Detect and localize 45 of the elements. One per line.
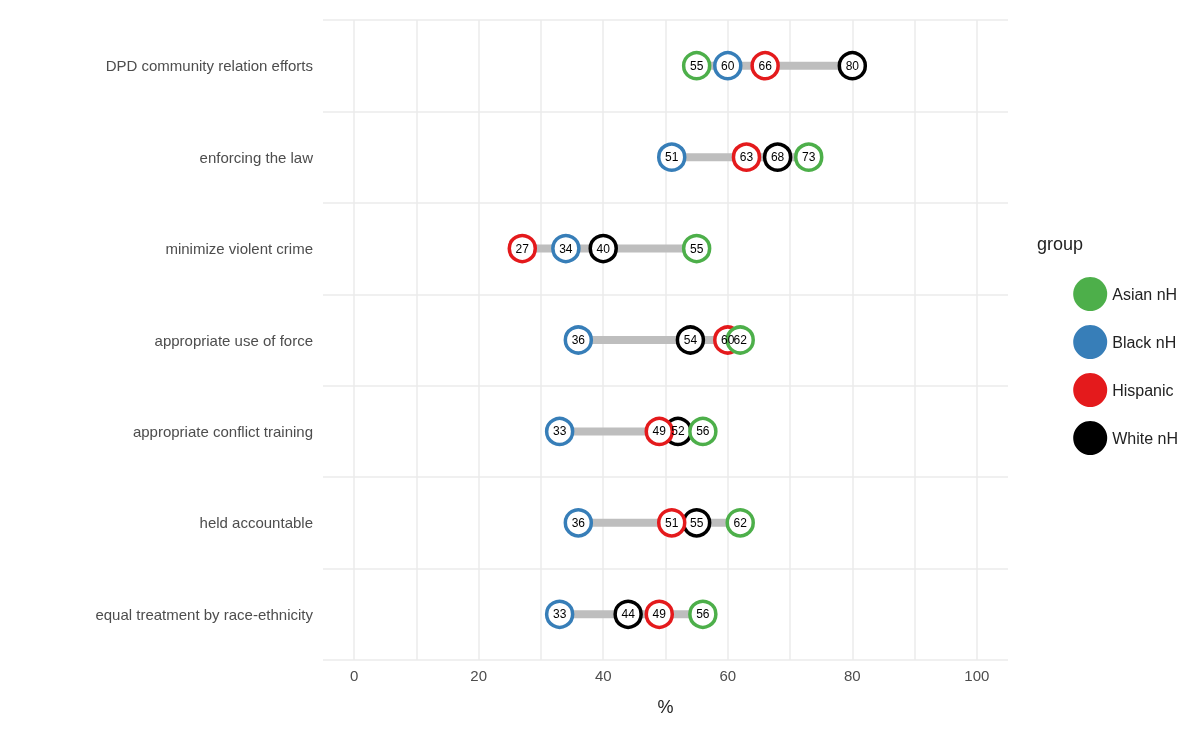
legend-label: White nH (1112, 429, 1178, 447)
x-tick-label: 60 (719, 667, 737, 684)
data-label: 33 (552, 607, 567, 622)
y-tick-label: appropriate conflict training (132, 422, 313, 440)
data-label: 73 (802, 150, 816, 165)
x-axis-title: % (657, 697, 674, 717)
data-label: 62 (733, 333, 748, 347)
data-label: 44 (621, 607, 636, 622)
y-tick-label: enforcing the law (199, 148, 314, 166)
data-label: 60 (721, 58, 735, 73)
data-label: 80 (845, 58, 860, 73)
x-tick-label: 100 (964, 667, 990, 684)
data-label: 62 (733, 515, 748, 530)
x-tick-label: 20 (470, 667, 488, 684)
data-label: 49 (652, 424, 667, 439)
data-label: 56 (696, 424, 710, 439)
data-label: 56 (696, 607, 710, 622)
data-label: 66 (758, 58, 773, 73)
data-label: 54 (683, 333, 698, 347)
data-label: 55 (689, 515, 704, 530)
data-label: 33 (552, 424, 567, 439)
data-label: 55 (689, 241, 704, 256)
x-tick-label: 40 (594, 667, 612, 684)
data-label: 51 (665, 515, 679, 530)
y-tick-label: DPD community relation efforts (105, 57, 313, 75)
legend-title: group (1037, 234, 1084, 254)
data-label: 68 (770, 150, 785, 165)
data-label: 34 (559, 241, 573, 256)
data-label: 51 (665, 150, 679, 165)
legend-label: Hispanic (1112, 381, 1174, 399)
x-tick-label: 80 (843, 667, 861, 684)
y-tick-label: minimize violent crime (165, 240, 313, 258)
data-label: 40 (596, 241, 611, 256)
x-tick-label: 0 (349, 667, 359, 684)
legend-label: Black nH (1112, 333, 1177, 351)
y-tick-label: equal treatment by race-ethnicity (95, 605, 314, 623)
y-tick-label: appropriate use of force (154, 331, 313, 349)
data-label: 36 (571, 333, 586, 347)
legend-label: Asian nH (1112, 285, 1178, 303)
data-label: 63 (739, 150, 754, 165)
data-label: 36 (571, 515, 586, 530)
data-label: 49 (652, 607, 667, 622)
data-label: 55 (689, 58, 704, 73)
data-label: 27 (515, 241, 530, 256)
y-tick-label: held accountable (199, 514, 313, 532)
